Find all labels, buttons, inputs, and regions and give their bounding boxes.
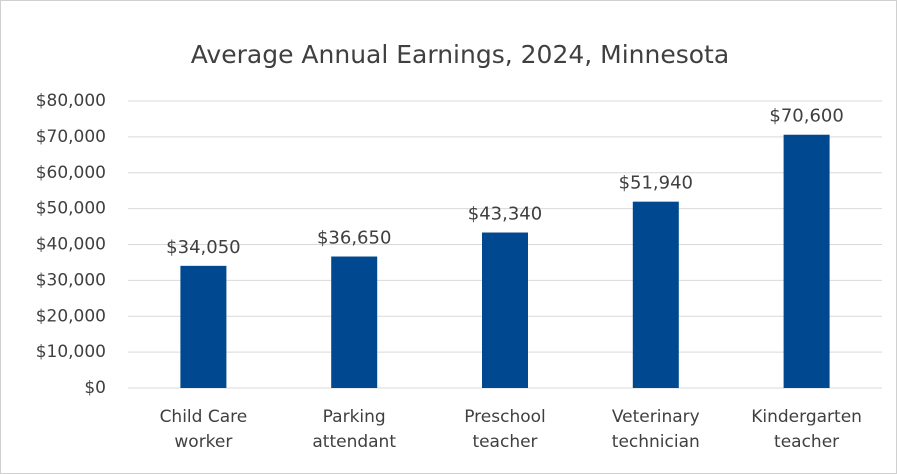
y-tick-label: $30,000 — [36, 270, 106, 290]
y-tick-label: $60,000 — [36, 163, 106, 183]
bar — [180, 265, 227, 388]
x-tick-label: Parking attendant — [312, 407, 396, 452]
y-tick-label: $0 — [84, 378, 106, 398]
x-tick-label: Veterinary technician — [611, 407, 700, 452]
bar — [331, 256, 378, 388]
value-label: $36,650 — [317, 228, 391, 249]
y-tick-label: $10,000 — [36, 342, 106, 362]
bar — [783, 134, 830, 388]
value-label: $51,940 — [619, 173, 693, 194]
y-tick-label: $50,000 — [36, 199, 106, 219]
value-label: $70,600 — [769, 106, 843, 127]
value-label: $34,050 — [166, 237, 240, 258]
bar — [632, 201, 679, 388]
y-tick-label: $80,000 — [36, 91, 106, 111]
x-tick-label: Kindergarten teacher — [751, 407, 862, 452]
y-tick-label: $70,000 — [36, 127, 106, 147]
x-tick-label: Preschool teacher — [464, 407, 546, 452]
chart-title: Average Annual Earnings, 2024, Minnesota — [191, 40, 729, 69]
bar — [482, 232, 528, 388]
y-tick-label: $20,000 — [36, 306, 106, 326]
y-tick-label: $40,000 — [36, 235, 106, 255]
x-tick-label: Child Care worker — [159, 407, 248, 452]
value-label: $43,340 — [468, 204, 542, 225]
